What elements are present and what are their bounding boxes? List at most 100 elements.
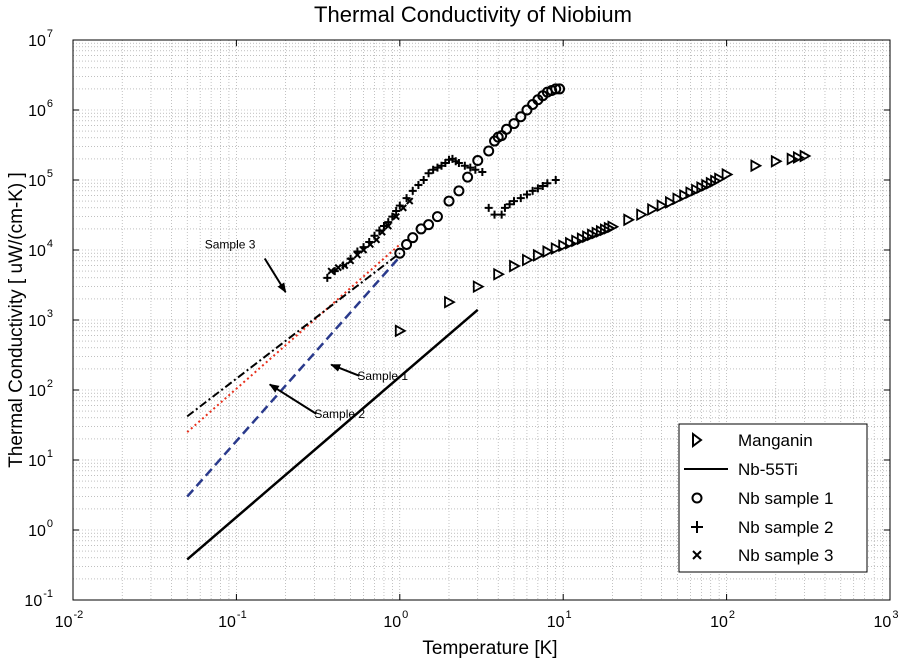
point-nb-sample-1 bbox=[550, 83, 562, 95]
point-nb-sample-2 bbox=[500, 203, 509, 212]
point-nb-sample-1 bbox=[472, 154, 484, 166]
point-nb-sample-2 bbox=[490, 210, 499, 219]
series-line-sample-2 bbox=[186, 252, 401, 418]
point-nb-sample-2 bbox=[408, 186, 417, 195]
y-tick-label: 105 bbox=[28, 168, 53, 190]
point-nb-sample-2 bbox=[460, 161, 469, 170]
point-nb-sample-3 bbox=[392, 212, 400, 221]
point-nb-sample-2 bbox=[543, 179, 552, 188]
x-tick-label: 101 bbox=[547, 609, 572, 631]
y-tick-label: 104 bbox=[28, 238, 53, 260]
grid bbox=[73, 40, 890, 600]
x-tick-label-exponent: 0 bbox=[402, 609, 408, 621]
point-manganin bbox=[623, 213, 636, 227]
point-manganin bbox=[607, 220, 620, 234]
point-nb-sample-1 bbox=[462, 171, 474, 183]
point-manganin bbox=[721, 167, 734, 181]
point-nb-sample-3 bbox=[327, 267, 335, 275]
point-manganin bbox=[672, 192, 685, 206]
y-tick-label-exponent: -1 bbox=[43, 588, 53, 600]
y-tick-label-exponent: 0 bbox=[47, 518, 53, 530]
point-nb-sample-2 bbox=[419, 176, 428, 184]
point-manganin bbox=[750, 159, 763, 173]
point-manganin bbox=[542, 245, 555, 259]
point-manganin bbox=[472, 280, 485, 294]
y-tick-label-exponent: 3 bbox=[47, 308, 53, 320]
x-tick-label-exponent: -1 bbox=[237, 609, 247, 621]
point-nb-sample-3 bbox=[384, 222, 392, 230]
y-tick-label-exponent: 4 bbox=[47, 238, 53, 250]
x-tick-label: 102 bbox=[710, 609, 735, 631]
y-axis-title: Thermal Conductivity [ uW/(cm-K) ] bbox=[6, 172, 27, 468]
x-tick-label: 10-1 bbox=[218, 609, 247, 631]
legend-label-manganin: Manganin bbox=[738, 431, 813, 450]
legend-marker-manganin bbox=[692, 432, 703, 448]
point-manganin bbox=[532, 248, 545, 262]
chart-title: Thermal Conductivity of Niobium bbox=[314, 2, 632, 27]
point-nb-sample-2 bbox=[484, 203, 493, 212]
point-nb-sample-1 bbox=[401, 238, 413, 250]
point-nb-sample-3 bbox=[340, 261, 349, 270]
legend-marker-sample1 bbox=[691, 492, 703, 504]
point-manganin bbox=[714, 172, 726, 186]
point-nb-sample-1 bbox=[508, 118, 520, 130]
series-layer bbox=[186, 83, 812, 561]
x-tick-label: 103 bbox=[874, 609, 899, 631]
y-tick-label: 103 bbox=[28, 308, 53, 330]
x-tick-label-exponent: 2 bbox=[729, 609, 735, 621]
legend-label-nb55ti: Nb-55Ti bbox=[738, 460, 798, 479]
point-nb-sample-2 bbox=[471, 165, 480, 174]
point-nb-sample-2 bbox=[551, 176, 560, 184]
point-nb-sample-2 bbox=[516, 194, 525, 203]
x-tick-label-exponent: 1 bbox=[566, 609, 572, 621]
series-line-sample-1 bbox=[186, 255, 401, 498]
point-manganin bbox=[493, 267, 506, 281]
point-manganin bbox=[799, 149, 812, 163]
annotation-sample-1: Sample 1 bbox=[357, 369, 408, 383]
point-nb-sample-2 bbox=[538, 182, 547, 191]
point-nb-sample-3 bbox=[366, 240, 375, 249]
point-manganin bbox=[647, 202, 659, 216]
series-line-sample-3 bbox=[186, 243, 401, 433]
point-nb-sample-2 bbox=[454, 158, 463, 167]
y-tick-label: 101 bbox=[28, 448, 53, 470]
point-nb-sample-2 bbox=[429, 165, 438, 174]
point-manganin bbox=[565, 236, 577, 250]
point-nb-sample-1 bbox=[431, 211, 443, 223]
point-nb-sample-2 bbox=[528, 186, 537, 195]
point-manganin bbox=[394, 324, 407, 338]
point-nb-sample-2 bbox=[392, 207, 401, 216]
point-manganin bbox=[665, 195, 677, 209]
annotation-arrow-sample-2 bbox=[268, 383, 317, 415]
point-nb-sample-1 bbox=[521, 104, 533, 116]
point-nb-sample-3 bbox=[406, 197, 414, 205]
y-tick-label-exponent: 7 bbox=[47, 28, 53, 40]
point-manganin bbox=[770, 154, 783, 168]
y-tick-label: 106 bbox=[28, 98, 53, 120]
x-tick-label: 10-2 bbox=[55, 609, 84, 631]
point-manganin bbox=[509, 259, 521, 273]
point-nb-sample-2 bbox=[433, 163, 442, 172]
legend-label-sample3: Nb sample 3 bbox=[738, 546, 833, 565]
point-nb-sample-2 bbox=[414, 180, 423, 189]
point-nb-sample-3 bbox=[353, 251, 362, 259]
point-nb-sample-2 bbox=[424, 169, 433, 178]
legend-label-sample2: Nb sample 2 bbox=[738, 518, 833, 537]
legend-label-sample1: Nb sample 1 bbox=[738, 489, 833, 508]
point-nb-sample-2 bbox=[505, 200, 514, 209]
point-nb-sample-1 bbox=[443, 195, 455, 207]
y-tick-label: 100 bbox=[28, 518, 53, 540]
point-nb-sample-2 bbox=[522, 190, 531, 199]
point-manganin bbox=[636, 208, 649, 222]
point-nb-sample-1 bbox=[501, 123, 513, 135]
y-tick-label-exponent: 1 bbox=[47, 448, 53, 460]
y-tick-label-exponent: 5 bbox=[47, 168, 53, 180]
point-manganin bbox=[571, 234, 583, 248]
point-manganin bbox=[550, 241, 563, 256]
annotation-sample-3: Sample 3 bbox=[205, 238, 256, 252]
point-nb-sample-2 bbox=[466, 163, 475, 172]
point-nb-sample-2 bbox=[533, 184, 542, 193]
y-tick-label-exponent: 2 bbox=[47, 378, 53, 390]
point-nb-sample-1 bbox=[515, 111, 527, 123]
